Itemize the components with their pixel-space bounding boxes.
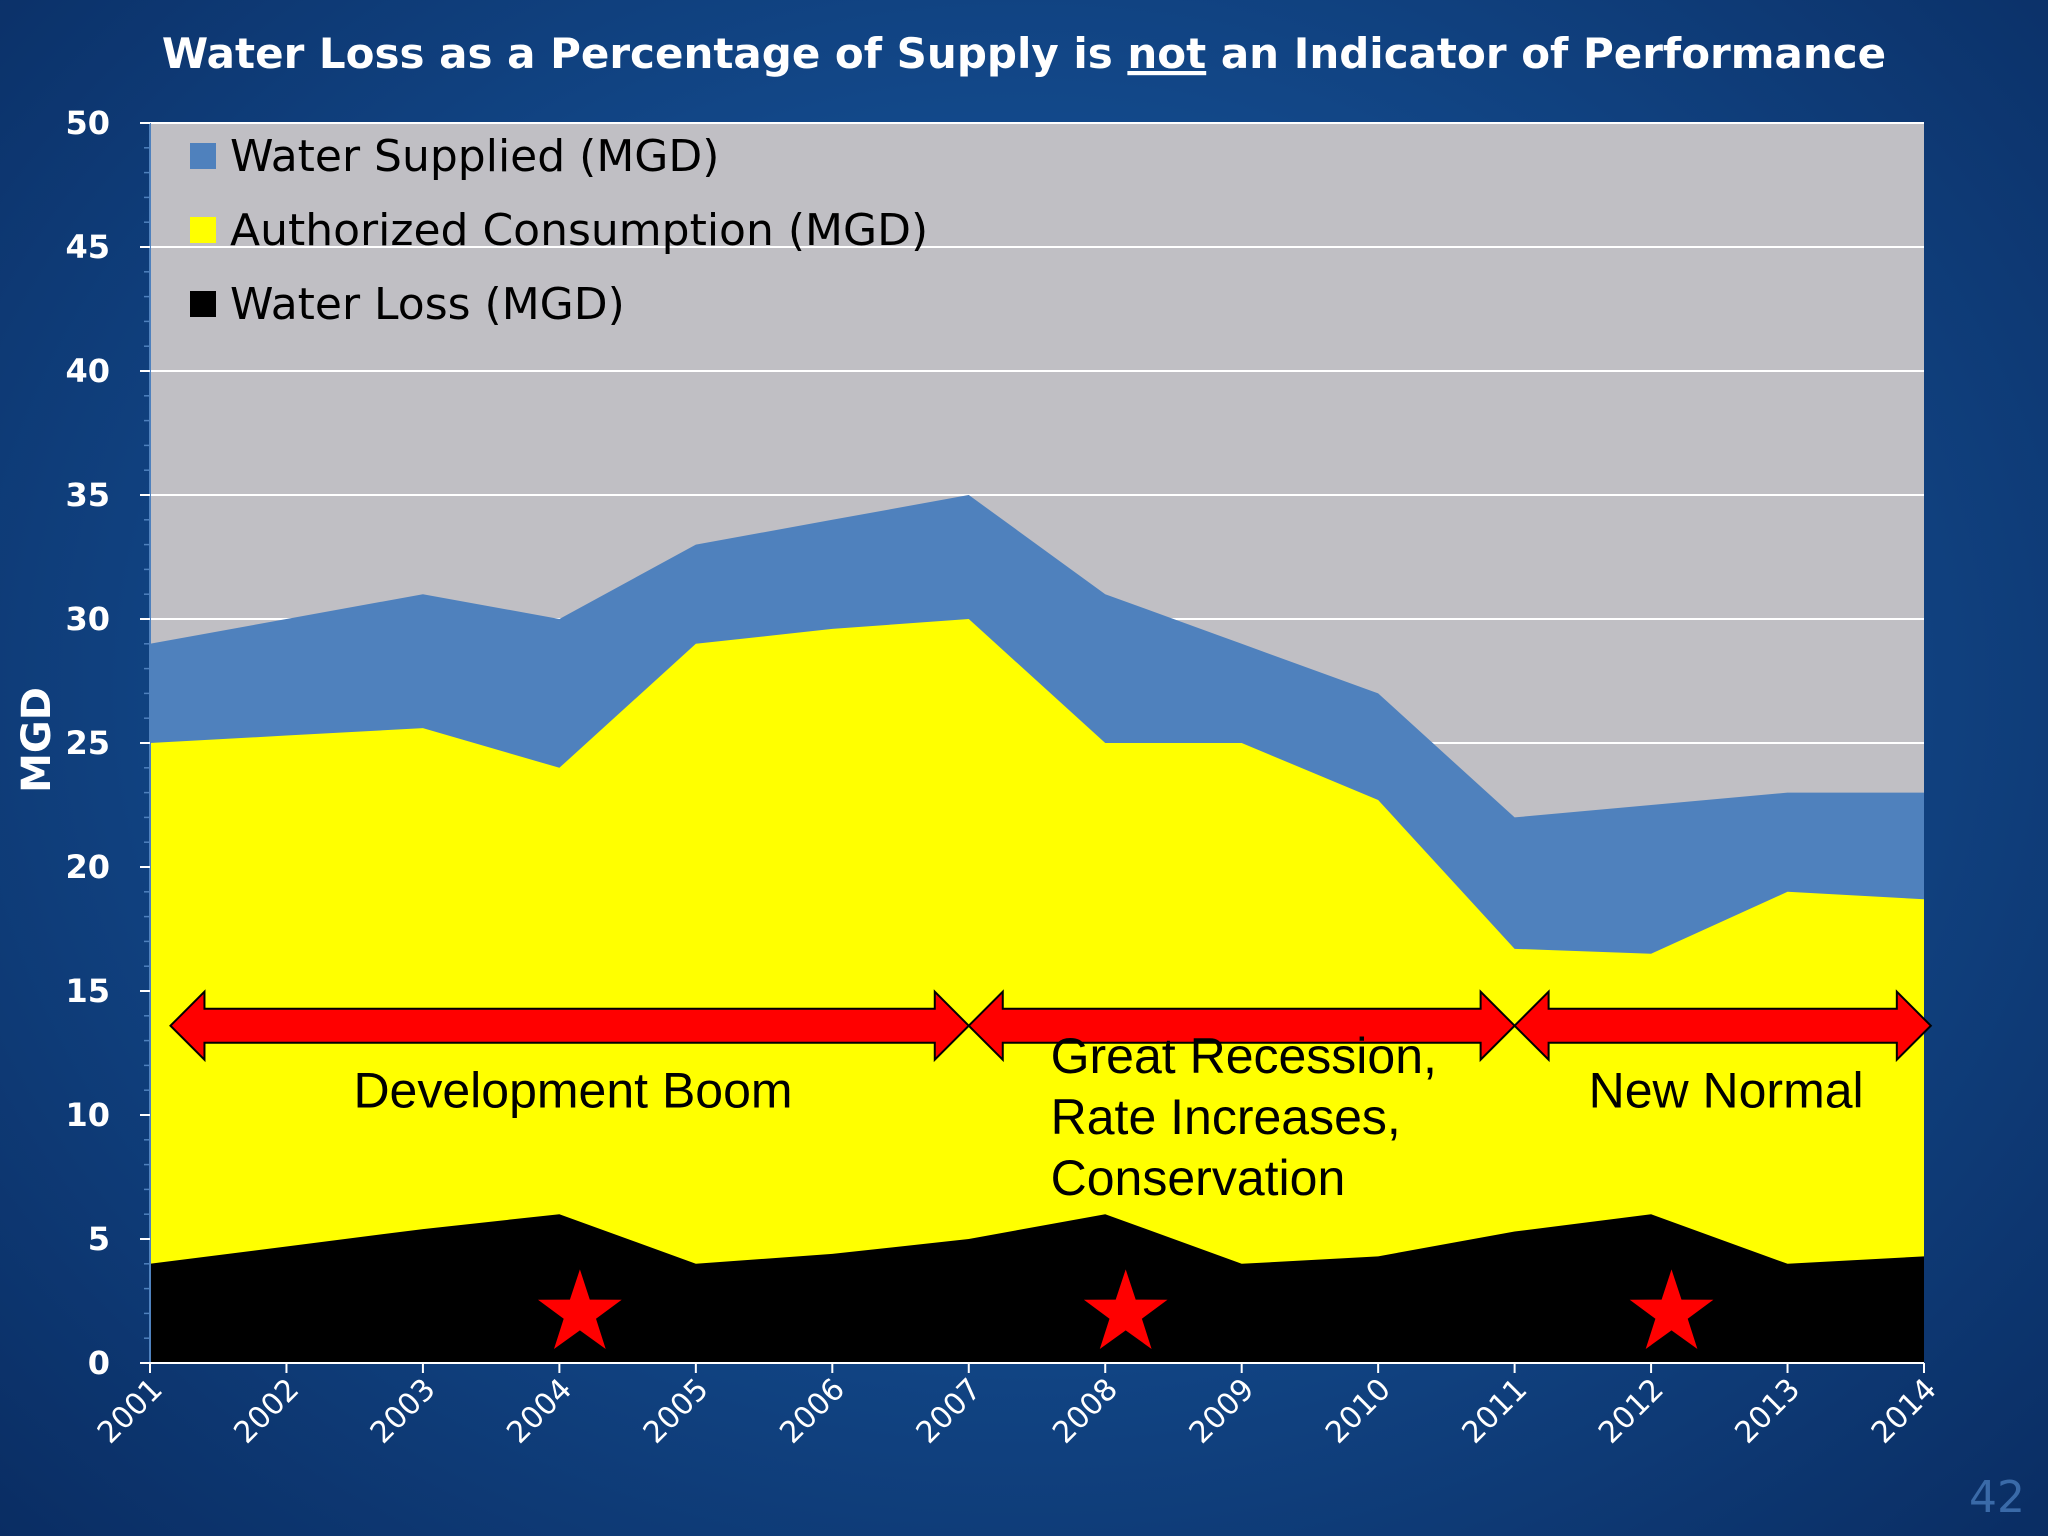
x-tick-label: 2002: [227, 1372, 306, 1451]
legend-label: Authorized Consumption (MGD): [230, 205, 928, 256]
chart-title: Water Loss as a Percentage of Supply is …: [162, 29, 1886, 78]
y-tick-label: 50: [65, 104, 110, 142]
x-tick-label: 2011: [1456, 1372, 1535, 1451]
y-tick-label: 30: [65, 600, 110, 638]
y-tick-label: 0: [88, 1344, 110, 1382]
annotation-line: Great Recession,: [1051, 1028, 1437, 1084]
annotation-label: Development Boom: [353, 1063, 792, 1119]
annotation-line: Conservation: [1051, 1150, 1346, 1206]
annotation-line: New Normal: [1589, 1063, 1864, 1119]
x-tick-label: 2012: [1592, 1372, 1671, 1451]
y-tick-label: 45: [65, 228, 110, 266]
legend-swatch: [190, 291, 216, 317]
y-tick-label: 25: [65, 724, 110, 762]
x-tick-label: 2003: [364, 1372, 443, 1451]
star-icon: [538, 1269, 622, 1349]
y-tick-label: 5: [88, 1220, 110, 1258]
x-tick-label: 2001: [91, 1372, 170, 1451]
y-tick-label: 15: [65, 972, 110, 1010]
slide-number: 42: [1969, 1472, 2025, 1523]
y-tick-label: 10: [65, 1096, 110, 1134]
y-tick-label: 40: [65, 352, 110, 390]
legend-label: Water Supplied (MGD): [230, 131, 719, 182]
x-tick-label: 2014: [1865, 1372, 1944, 1451]
annotation-line: Development Boom: [353, 1063, 792, 1119]
y-tick-label: 20: [65, 848, 110, 886]
double-arrow: [1513, 989, 1933, 1063]
area-authorized-consumption-mgd: [150, 619, 1924, 1363]
annotation-line: Rate Increases,: [1051, 1089, 1401, 1145]
legend-swatch: [190, 217, 216, 243]
x-tick-label: 2009: [1183, 1372, 1262, 1451]
annotation-label: New Normal: [1589, 1063, 1864, 1119]
legend-swatch: [190, 143, 216, 169]
y-tick-label: 35: [65, 476, 110, 514]
x-tick-label: 2008: [1046, 1372, 1125, 1451]
star-icon: [1629, 1269, 1714, 1349]
area-water-loss-mgd: [150, 1214, 1924, 1363]
x-tick-label: 2004: [500, 1372, 579, 1451]
x-tick-label: 2013: [1728, 1372, 1807, 1451]
x-tick-label: 2006: [773, 1372, 852, 1451]
legend-label: Water Loss (MGD): [230, 279, 625, 330]
annotation-label: Great Recession, Rate Increases, Conservat…: [1051, 1028, 1437, 1206]
x-tick-label: 2005: [637, 1372, 716, 1451]
x-tick-label: 2007: [910, 1372, 989, 1451]
x-tick-label: 2010: [1319, 1372, 1398, 1451]
star-icon: [1083, 1269, 1168, 1349]
y-axis-label: MGD: [14, 687, 60, 793]
